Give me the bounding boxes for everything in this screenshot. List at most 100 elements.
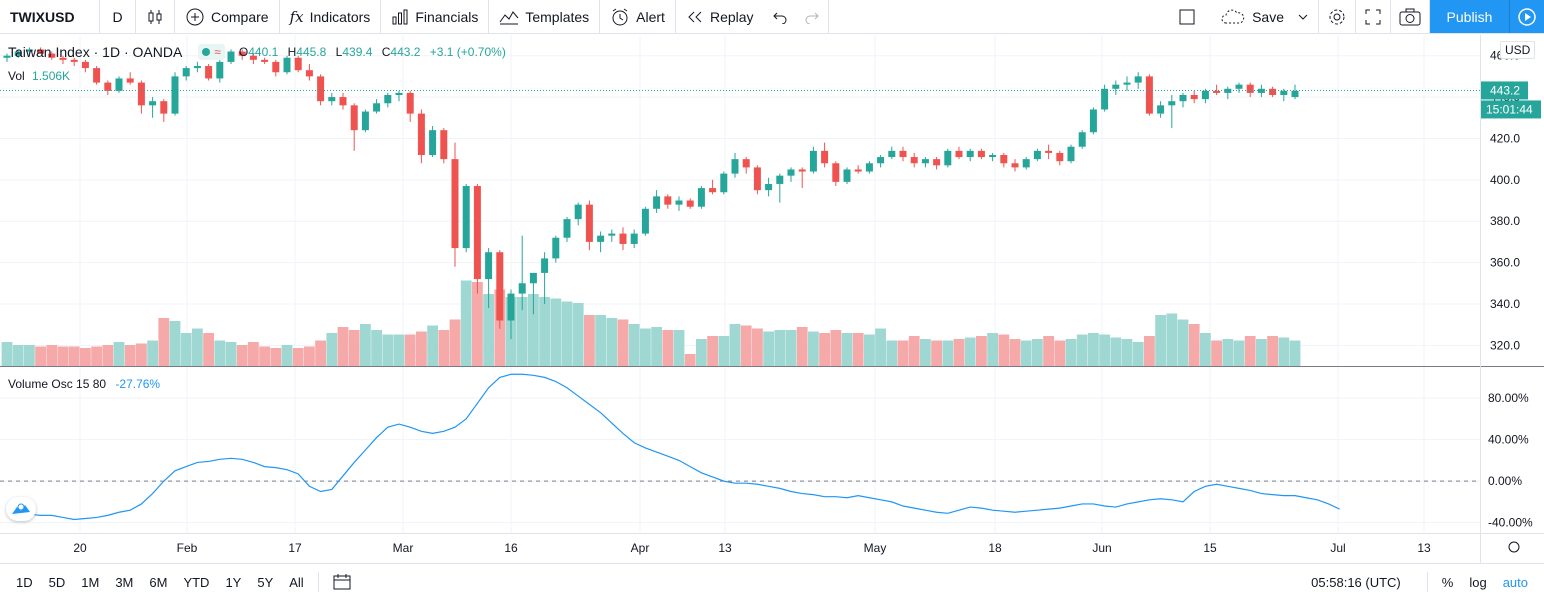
candle-body <box>944 150 952 166</box>
market-open-dot-icon <box>202 48 211 56</box>
symbol-search-button[interactable]: TWIXUSD <box>0 0 100 33</box>
volume-bar <box>1278 337 1290 366</box>
osc-line <box>6 373 1341 521</box>
toolbar-spacer <box>829 0 1165 33</box>
candle-body <box>742 159 750 168</box>
candle-body <box>384 94 392 104</box>
range-6m[interactable]: 6M <box>149 574 168 590</box>
candle-body <box>373 103 381 112</box>
current-price-tag[interactable] <box>1481 81 1528 100</box>
candle-body <box>171 76 179 114</box>
countdown-tag[interactable] <box>1481 100 1541 119</box>
candle-body <box>563 219 571 238</box>
candle-body <box>787 169 795 176</box>
volume-bar <box>24 345 35 366</box>
range-3m[interactable]: 3M <box>115 574 134 590</box>
volume-bar <box>158 318 170 366</box>
high-value: 445.8 <box>296 45 327 59</box>
indicators-button[interactable]: fx Indicators <box>280 0 382 33</box>
utc-clock[interactable]: 05:58:16 (UTC) <box>1311 574 1401 590</box>
market-status-badge[interactable]: ≈ <box>198 44 225 60</box>
templates-button[interactable]: Templates <box>489 0 601 33</box>
alert-button[interactable]: Alert <box>600 0 676 33</box>
time-tick-label: Jul <box>1330 541 1345 555</box>
volume-bar <box>1065 339 1077 366</box>
candle-body <box>473 186 481 280</box>
candle-body <box>305 70 313 77</box>
play-button[interactable] <box>1510 0 1544 33</box>
candle-body <box>81 61 89 69</box>
volume-bar <box>147 340 158 366</box>
cloud-icon <box>1220 9 1246 25</box>
volume-bar <box>1088 333 1099 366</box>
percent-toggle[interactable]: % <box>1441 574 1454 590</box>
candle-body <box>59 57 67 60</box>
fullscreen-layout-button[interactable] <box>1164 0 1210 33</box>
volume-bar <box>740 325 752 366</box>
range-1y[interactable]: 1Y <box>225 574 242 590</box>
candle-body <box>317 76 325 102</box>
volume-bar <box>1032 339 1043 366</box>
settings-button[interactable] <box>1319 0 1356 33</box>
candle-body <box>597 235 605 242</box>
volume-bar <box>595 315 606 366</box>
auto-scale-toggle[interactable]: auto <box>1502 574 1528 590</box>
range-all[interactable]: All <box>289 574 304 590</box>
interval-button[interactable]: D <box>100 0 136 33</box>
candle-body <box>518 283 526 294</box>
currency-label[interactable]: USD <box>1500 41 1536 59</box>
candle-body <box>14 51 22 56</box>
volume-bar <box>270 348 282 366</box>
axis-settings-gear-icon[interactable] <box>1508 541 1520 553</box>
chart-type-button[interactable] <box>136 0 175 33</box>
volume-bar <box>1289 340 1301 366</box>
time-tick-label: 13 <box>1417 541 1431 555</box>
close-value: 443.2 <box>390 45 421 59</box>
publish-button[interactable]: Publish <box>1430 0 1510 33</box>
candle-body <box>1089 109 1097 133</box>
volume-bar <box>584 315 595 366</box>
range-ytd[interactable]: YTD <box>183 574 210 590</box>
candle-body <box>149 101 157 106</box>
goto-date-button[interactable] <box>325 574 359 590</box>
range-5d[interactable]: 5D <box>48 574 66 590</box>
volume-bar <box>528 294 539 366</box>
candle-body <box>585 204 593 242</box>
tradingview-logo-icon[interactable] <box>6 497 36 521</box>
templates-icon <box>499 8 519 26</box>
fullscreen-button[interactable] <box>1356 0 1391 33</box>
volume-bar <box>46 345 58 366</box>
compare-button[interactable]: Compare <box>175 0 280 33</box>
redo-button[interactable] <box>796 0 829 33</box>
candle-body <box>1101 88 1109 110</box>
time-tick-label: 20 <box>73 541 87 555</box>
candle-body <box>630 233 638 244</box>
candle-body <box>1078 132 1086 147</box>
candle-body <box>709 188 717 193</box>
volume-bar <box>449 319 461 366</box>
snapshot-button[interactable] <box>1391 0 1430 33</box>
volume-bar <box>572 303 584 366</box>
candle-body <box>417 113 425 155</box>
undo-button[interactable] <box>764 0 796 33</box>
save-button[interactable]: Save <box>1210 0 1319 33</box>
candle-body <box>160 101 168 114</box>
price-chart[interactable]: 320.0340.0360.0380.0400.0420.0440.0460.0… <box>0 35 1544 563</box>
templates-label: Templates <box>525 8 590 25</box>
close-label: C <box>381 45 391 59</box>
log-toggle[interactable]: log <box>1469 574 1487 590</box>
candle-body <box>977 150 985 158</box>
volume-bar <box>315 340 326 366</box>
volume-bar <box>1222 339 1234 366</box>
volume-bar <box>1132 342 1144 366</box>
time-tick-label: 18 <box>988 541 1002 555</box>
range-1d[interactable]: 1D <box>16 574 33 590</box>
volume-bar <box>684 354 696 366</box>
range-5y[interactable]: 5Y <box>257 574 274 590</box>
candle-body <box>395 92 403 95</box>
financials-button[interactable]: Financials <box>381 0 490 33</box>
candle-body <box>1033 150 1041 160</box>
candle-body <box>182 68 190 77</box>
range-1m[interactable]: 1M <box>81 574 100 590</box>
replay-button[interactable]: Replay <box>676 0 764 33</box>
